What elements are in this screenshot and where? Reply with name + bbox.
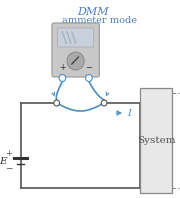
FancyBboxPatch shape — [52, 23, 99, 77]
Circle shape — [86, 74, 92, 82]
Circle shape — [59, 74, 66, 82]
Text: −: − — [86, 64, 92, 72]
Circle shape — [101, 100, 107, 106]
Text: DMM: DMM — [78, 7, 109, 17]
FancyBboxPatch shape — [140, 88, 172, 193]
Text: +: + — [59, 64, 66, 72]
Text: +: + — [5, 149, 12, 159]
Text: System: System — [137, 136, 176, 145]
Circle shape — [54, 100, 60, 106]
Text: ammeter mode: ammeter mode — [62, 16, 137, 25]
Text: I: I — [127, 109, 131, 117]
Text: E: E — [0, 156, 6, 166]
FancyBboxPatch shape — [58, 28, 94, 47]
Circle shape — [67, 52, 84, 70]
Text: −: − — [4, 164, 12, 172]
